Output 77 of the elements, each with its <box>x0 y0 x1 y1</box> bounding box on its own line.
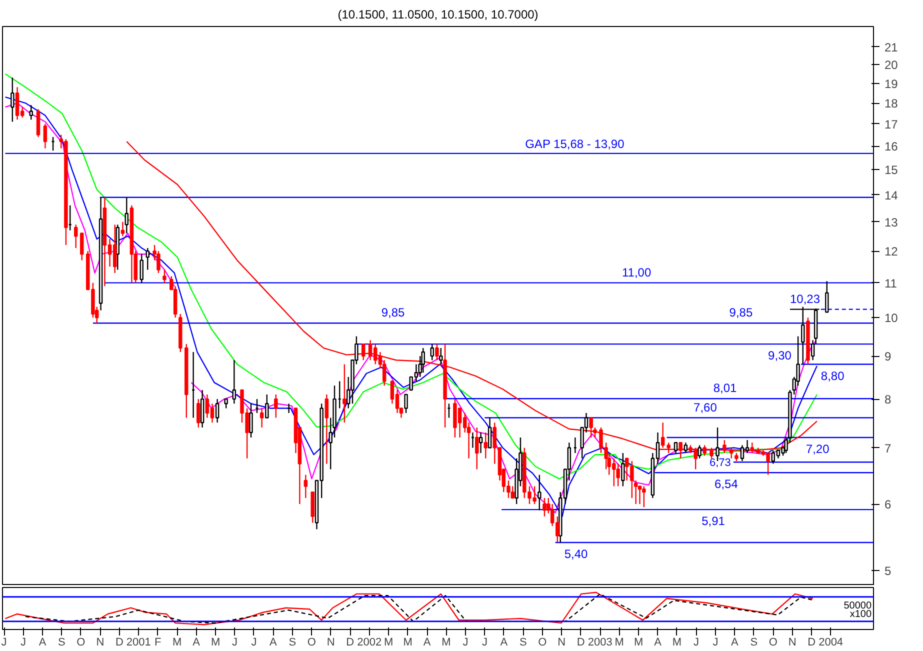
x-tick-label: N <box>558 636 566 648</box>
x-tick-label: N <box>788 636 796 648</box>
y-tick-label: 14 <box>884 188 898 202</box>
x-tick-label: J <box>20 636 26 648</box>
y-tick-label: 17 <box>884 117 898 132</box>
chart-title: (10.1500, 11.0500, 10.1500, 10.7000) <box>338 8 538 22</box>
x-tick-label: S <box>288 636 296 648</box>
x-tick-label: J <box>482 636 488 648</box>
annotation: 11,00 <box>622 265 652 280</box>
x-tick-label: A <box>192 636 201 648</box>
x-tick-label: M <box>210 636 220 648</box>
y-tick-label: 21 <box>884 40 898 54</box>
x-tick-label: A <box>423 636 432 648</box>
y-tick-label: 19 <box>884 76 898 91</box>
y-tick-label: 12 <box>884 244 898 259</box>
y-tick-label: 18 <box>884 96 898 111</box>
y-tick-label: 11 <box>884 276 898 290</box>
x-tick-label: 2002 <box>357 636 382 648</box>
annotation: GAP 15,68 - 13,90 <box>525 136 625 151</box>
annotation: 5,40 <box>564 547 588 562</box>
x-tick-label: N <box>326 636 335 648</box>
x-tick-label: A <box>731 636 739 648</box>
x-tick-label: A <box>500 636 508 648</box>
y-tick-label: 8 <box>884 392 892 407</box>
annotation: x100 <box>850 608 872 620</box>
x-tick-label: M <box>403 636 412 648</box>
y-tick-label: 20 <box>884 58 898 72</box>
annotation: 7,60 <box>694 400 718 414</box>
x-tick-label: M <box>672 636 682 648</box>
x-tick-label: J <box>251 636 257 648</box>
y-tick-label: 15 <box>884 163 898 178</box>
y-tick-label: 5 <box>884 564 892 578</box>
x-tick-label: J <box>1 636 7 648</box>
x-tick-label: M <box>634 636 644 648</box>
x-tick-label: A <box>38 636 47 648</box>
x-tick-label: S <box>750 636 758 648</box>
x-tick-label: D <box>115 636 124 648</box>
annotation: 8,80 <box>820 368 845 383</box>
x-tick-label: A <box>270 636 278 648</box>
x-tick-label: A <box>654 636 662 648</box>
annotation: 6,54 <box>714 477 738 492</box>
x-tick-label: F <box>154 636 162 648</box>
y-tick-label: 13 <box>884 215 898 230</box>
annotation: 8,01 <box>713 381 738 396</box>
x-tick-label: J <box>462 636 468 648</box>
x-tick-label: J <box>693 636 699 648</box>
y-tick-label: 7 <box>884 441 892 456</box>
y-tick-label: 10 <box>884 311 898 326</box>
annotation: 9,85 <box>729 306 753 320</box>
x-tick-label: S <box>520 636 527 648</box>
x-tick-label: D <box>576 636 585 648</box>
annotation: 10,23 <box>790 292 820 306</box>
annotation: 9,30 <box>768 348 792 363</box>
y-tick-label: 6 <box>884 498 892 512</box>
annotation: 5,91 <box>702 514 726 528</box>
x-tick-label: D <box>346 636 354 648</box>
x-tick-label: O <box>76 636 86 648</box>
x-tick-label: O <box>538 636 548 648</box>
x-tick-label: M <box>614 636 624 648</box>
x-tick-label: 2003 <box>588 636 612 648</box>
x-tick-label: M <box>442 636 451 648</box>
y-tick-label: 9 <box>884 350 892 364</box>
x-tick-label: J <box>232 636 238 648</box>
x-tick-label: J <box>712 636 718 648</box>
y-tick-label: 16 <box>884 140 898 154</box>
annotation: 9,85 <box>381 306 406 320</box>
x-tick-label: O <box>768 636 778 648</box>
annotation: 7,20 <box>806 442 830 456</box>
x-tick-label: M <box>384 636 394 648</box>
x-tick-label: M <box>172 636 182 648</box>
x-tick-label: 2001 <box>126 636 151 648</box>
x-tick-label: N <box>96 636 104 648</box>
annotation: 6,73 <box>710 457 731 470</box>
x-tick-label: O <box>307 636 316 648</box>
x-tick-label: D <box>808 636 816 648</box>
x-tick-label: S <box>58 636 66 648</box>
x-tick-label: 2004 <box>818 636 844 648</box>
